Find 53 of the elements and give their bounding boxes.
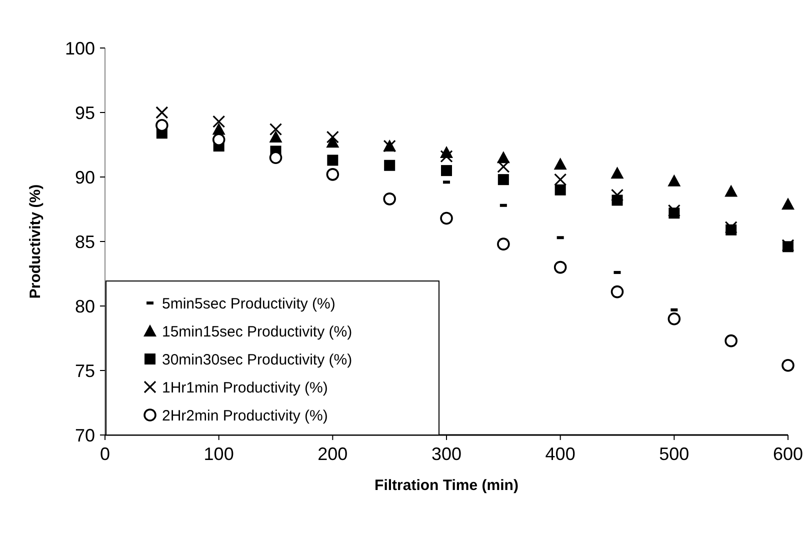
point: [326, 130, 339, 144]
point: [610, 166, 624, 179]
legend-label: 2Hr2min Productivity (%): [162, 407, 328, 424]
x-tick-label: 500: [659, 444, 690, 464]
y-tick-label: 95: [74, 102, 95, 123]
y-tick-label: 100: [64, 38, 95, 58]
x-tick-label: 200: [318, 444, 348, 464]
y-tick-label: 75: [74, 360, 95, 381]
point: [498, 174, 509, 186]
y-tick-label: 90: [74, 167, 95, 188]
y-tick-label: 70: [74, 425, 95, 446]
point: [497, 238, 510, 250]
point: [782, 358, 794, 372]
legend-label: 1Hr1min Productivity (%): [162, 379, 328, 396]
point: [668, 204, 680, 217]
point: [327, 154, 338, 166]
point: [610, 188, 624, 202]
point: [610, 285, 624, 298]
x-tick-label: 600: [772, 444, 804, 464]
point: [326, 168, 340, 181]
point: [497, 160, 510, 173]
x-tick-label: 0: [100, 444, 110, 464]
y-tick-label: 85: [74, 232, 95, 252]
point: [440, 212, 453, 225]
point: [554, 158, 567, 170]
legend-label: 5min5sec Productivity (%): [162, 295, 336, 312]
point: [269, 130, 282, 143]
legend-label: 15min15sec Productivity (%): [162, 323, 352, 340]
point: [554, 173, 567, 186]
x-tick-label: 400: [545, 444, 576, 464]
y-tick-label: 80: [74, 296, 95, 316]
point: [668, 312, 681, 326]
point: [383, 192, 396, 206]
point: [554, 260, 567, 274]
point: [724, 334, 738, 348]
point: [269, 151, 282, 164]
y-axis-title: Productivity (%): [27, 184, 44, 299]
point: [668, 174, 681, 186]
legend-label: 30min30sec Productivity (%): [162, 351, 352, 368]
point: [212, 115, 226, 128]
point: [724, 221, 738, 234]
x-tick-label: 300: [431, 444, 462, 464]
point: [269, 122, 282, 136]
x-tick-label: 100: [204, 444, 234, 464]
point: [212, 133, 226, 146]
point: [441, 165, 452, 176]
point: [384, 160, 396, 171]
x-axis-title: Filtration Time (min): [374, 477, 518, 494]
point: [440, 150, 453, 163]
point: [554, 184, 566, 196]
point: [724, 184, 738, 197]
point: [782, 198, 794, 210]
point: [156, 106, 168, 119]
